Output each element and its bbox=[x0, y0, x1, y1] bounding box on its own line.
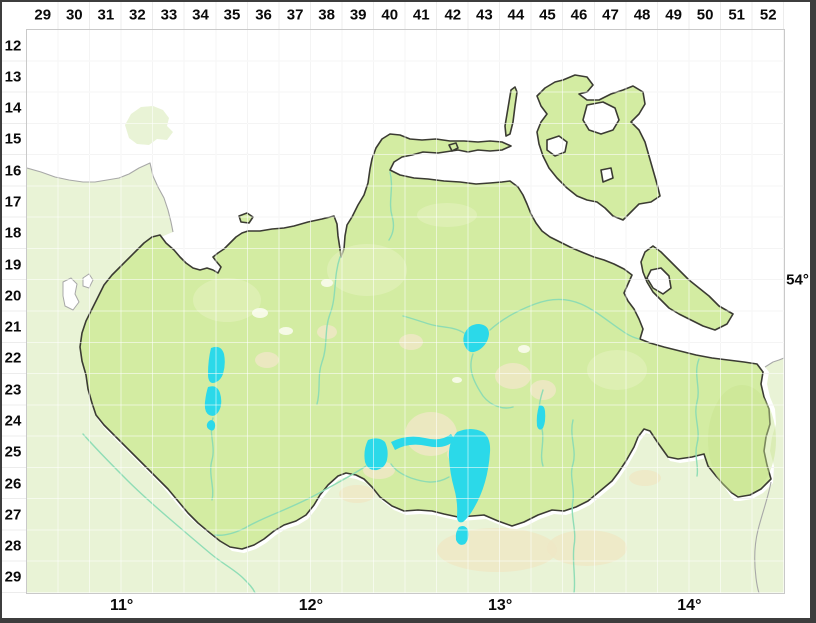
row-number-label: 16 bbox=[4, 162, 22, 180]
left-axis-row-numbers: 12 13 14 15 16 17 18 19 20 21 22 23 24 25 26 27 28 29 bbox=[0, 30, 27, 593]
sand-patch bbox=[437, 528, 557, 572]
column-number-label: 49 bbox=[665, 6, 682, 23]
terrain-patch bbox=[708, 385, 776, 495]
longitude-label: 14° bbox=[677, 597, 702, 614]
hiddensee-island bbox=[504, 86, 518, 137]
row-number-label: 12 bbox=[4, 37, 22, 55]
row-number-label: 27 bbox=[4, 506, 22, 524]
column-number-label: 36 bbox=[255, 6, 272, 23]
longitude-label: 12° bbox=[298, 597, 323, 614]
row-number-label: 25 bbox=[4, 443, 22, 461]
terrain-patch bbox=[327, 244, 407, 296]
map-canvas bbox=[27, 74, 784, 593]
sand-patch bbox=[255, 352, 279, 368]
sand-patch bbox=[339, 485, 375, 503]
row-number-label: 23 bbox=[4, 381, 22, 399]
longitude-label: 13° bbox=[488, 597, 513, 614]
column-number-label: 44 bbox=[507, 6, 525, 23]
plauer-see bbox=[364, 438, 388, 471]
column-number-label: 35 bbox=[223, 6, 241, 23]
row-number-label: 18 bbox=[4, 224, 22, 242]
column-number-label: 50 bbox=[696, 6, 714, 23]
column-number-label: 30 bbox=[65, 6, 83, 23]
column-number-label: 48 bbox=[633, 6, 651, 23]
column-number-label: 37 bbox=[286, 6, 304, 23]
right-axis-latitude-label: 54° bbox=[785, 30, 810, 593]
column-number-label: 29 bbox=[34, 6, 52, 23]
row-number-label: 17 bbox=[4, 193, 22, 211]
window-frame-top bbox=[0, 0, 816, 2]
column-number-label: 40 bbox=[381, 6, 399, 23]
clearing-patch bbox=[252, 308, 268, 318]
column-number-label: 51 bbox=[728, 6, 746, 23]
column-number-label: 47 bbox=[602, 6, 619, 23]
sand-patch bbox=[495, 363, 531, 389]
window-frame-bottom bbox=[0, 618, 816, 623]
column-number-label: 38 bbox=[318, 6, 335, 23]
terrain-patch bbox=[193, 278, 261, 322]
column-number-label: 45 bbox=[539, 6, 556, 23]
row-number-label: 15 bbox=[4, 130, 22, 148]
row-number-label: 14 bbox=[4, 99, 22, 117]
row-number-label: 24 bbox=[4, 412, 22, 430]
clearing-patch bbox=[279, 327, 293, 335]
fehmarn-island bbox=[125, 106, 173, 145]
row-number-label: 13 bbox=[4, 68, 22, 86]
longitude-label: 11° bbox=[109, 597, 134, 614]
clearing-patch bbox=[452, 377, 462, 383]
row-number-label: 20 bbox=[4, 287, 22, 305]
column-number-label: 43 bbox=[476, 6, 493, 23]
row-number-label: 22 bbox=[4, 349, 22, 367]
clearing-patch bbox=[321, 279, 333, 287]
column-number-label: 39 bbox=[349, 6, 367, 23]
usedom-island bbox=[640, 245, 734, 331]
sand-patch bbox=[399, 334, 423, 350]
column-number-label: 31 bbox=[97, 6, 115, 23]
row-number-label: 26 bbox=[4, 475, 22, 493]
window-frame-left bbox=[0, 0, 2, 623]
column-number-label: 42 bbox=[444, 6, 462, 23]
top-axis-column-numbers: 29 30 31 32 33 34 35 36 37 38 39 40 41 42 43 44 45 46 47 48… bbox=[27, 0, 784, 30]
column-number-label: 32 bbox=[129, 6, 146, 23]
row-number-label: 29 bbox=[4, 568, 22, 586]
column-number-label: 46 bbox=[570, 6, 588, 23]
map-grid-area bbox=[26, 29, 785, 594]
poel-island bbox=[238, 212, 254, 224]
ruegen-island bbox=[536, 74, 661, 221]
latitude-label: 54° bbox=[786, 271, 809, 289]
column-number-label: 52 bbox=[759, 6, 777, 23]
column-number-label: 33 bbox=[160, 6, 178, 23]
bottom-axis-longitude-labels: 11° 12° 13° 14° bbox=[27, 594, 784, 618]
terrain-patch bbox=[587, 350, 647, 390]
terrain-patch bbox=[417, 203, 477, 227]
sand-patch bbox=[547, 530, 627, 566]
row-number-label: 21 bbox=[4, 318, 22, 336]
column-number-label: 41 bbox=[412, 6, 430, 23]
row-number-label: 28 bbox=[4, 537, 22, 555]
window-frame-right bbox=[810, 0, 816, 623]
column-number-label: 34 bbox=[192, 6, 209, 23]
clearing-patch bbox=[518, 345, 530, 353]
row-number-label: 19 bbox=[4, 256, 22, 274]
sand-patch bbox=[629, 470, 661, 486]
